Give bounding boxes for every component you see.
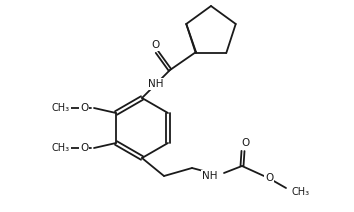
Text: NH: NH: [148, 79, 164, 89]
Text: O: O: [80, 103, 88, 113]
Text: O: O: [242, 138, 250, 148]
Text: CH₃: CH₃: [52, 143, 70, 153]
Text: CH₃: CH₃: [292, 187, 310, 197]
Text: CH₃: CH₃: [52, 103, 70, 113]
Text: O: O: [80, 143, 88, 153]
Text: NH: NH: [202, 171, 218, 181]
Text: O: O: [151, 40, 159, 50]
Text: O: O: [265, 173, 273, 183]
